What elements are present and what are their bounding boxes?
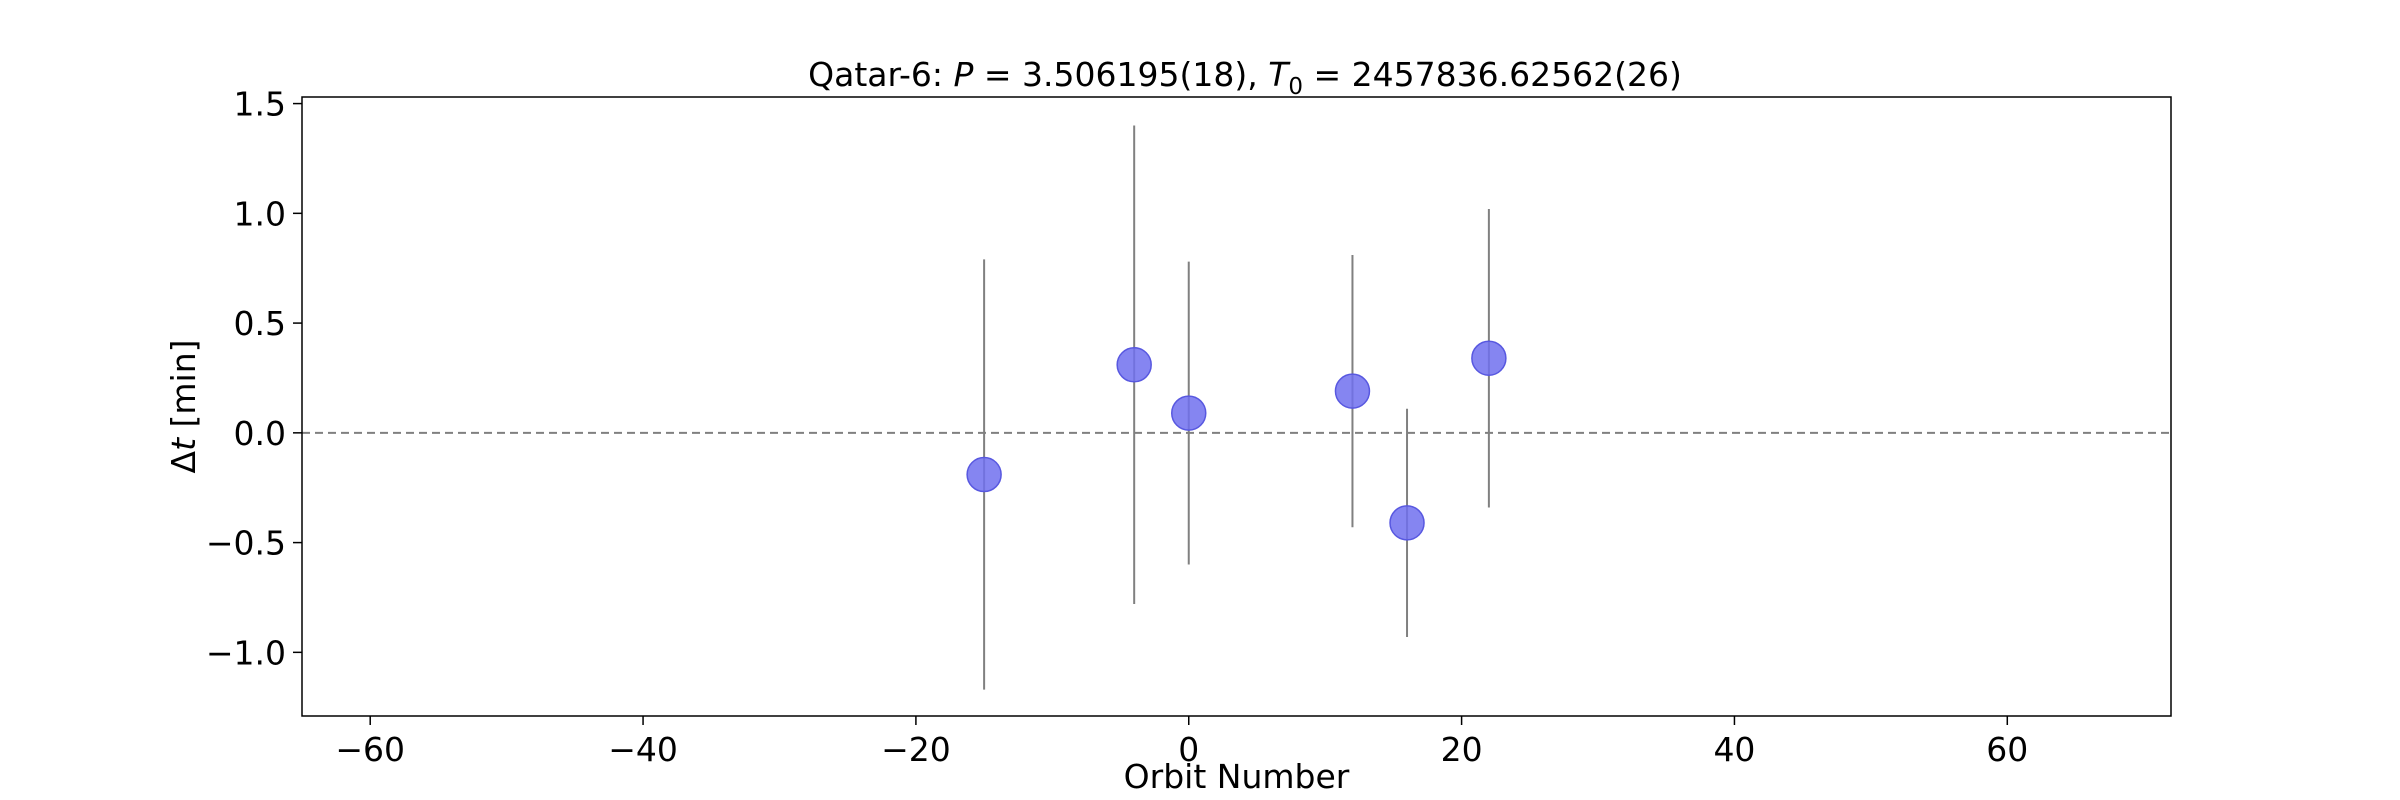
- title-p-value: = 3.506195(18),: [973, 55, 1268, 94]
- y-tick-label: 0.0: [234, 414, 286, 453]
- data-point: [1389, 505, 1425, 541]
- data-point: [966, 456, 1002, 493]
- x-tick-label: 20: [1441, 730, 1483, 769]
- chart-title: Qatar-6: P = 3.506195(18), T0 = 2457836.…: [808, 55, 1682, 100]
- title-t-symbol: T: [1268, 55, 1291, 94]
- x-tick-label: −20: [881, 730, 951, 769]
- y-tick-label: −1.0: [206, 633, 286, 672]
- y-axis: −1.0 −0.5 0.0 0.5 1.0 1.5: [206, 85, 302, 672]
- x-tick-label: 0: [1178, 730, 1199, 769]
- title-t-value: = 2457836.62562(26): [1303, 55, 1682, 94]
- data-point: [1171, 395, 1207, 431]
- title-prefix: Qatar-6:: [808, 55, 953, 94]
- y-label-unit: [min]: [164, 340, 203, 438]
- x-tick-label: −60: [335, 730, 405, 769]
- y-axis-label: Δt [min]: [164, 340, 203, 474]
- y-tick-label: 0.5: [234, 304, 286, 343]
- data-point: [1334, 373, 1371, 409]
- y-tick-label: 1.0: [234, 194, 286, 233]
- plot-area: [302, 125, 2171, 690]
- y-label-var: t: [164, 437, 203, 451]
- y-tick-label: −0.5: [206, 524, 286, 563]
- x-tick-label: −40: [608, 730, 678, 769]
- y-label-delta: Δ: [164, 451, 203, 474]
- axes-frame: [301, 96, 2172, 717]
- data-point: [1471, 340, 1507, 376]
- data-point: [1116, 347, 1152, 383]
- y-tick-label: 1.5: [234, 85, 286, 124]
- title-t-subscript: 0: [1288, 74, 1303, 100]
- title-p-symbol: P: [953, 55, 973, 94]
- x-axis-label: Orbit Number: [1124, 757, 1350, 796]
- x-axis: −60 −40 −20 0 20 40 60: [335, 716, 2028, 769]
- x-tick-label: 40: [1713, 730, 1755, 769]
- x-tick-label: 60: [1986, 730, 2028, 769]
